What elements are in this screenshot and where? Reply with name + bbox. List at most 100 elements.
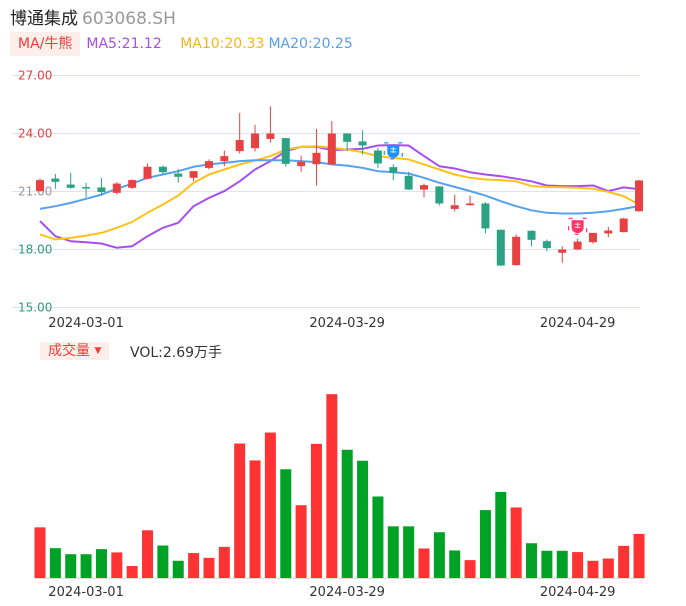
volume-bar: [602, 558, 614, 578]
candle: [204, 159, 213, 170]
candle-body: [466, 203, 475, 206]
ma20-legend: MA20:20.25: [268, 36, 353, 52]
volume-bar: [541, 550, 553, 578]
candle: [527, 230, 536, 247]
candle: [450, 194, 459, 212]
stock-name: 博通集成: [10, 9, 78, 29]
volume-bar: [188, 553, 200, 578]
x-tick-label: 2024-03-01: [48, 316, 124, 331]
candle: [619, 217, 628, 233]
candle-body: [189, 171, 198, 178]
stock-code: 603068.SH: [82, 9, 176, 29]
candle: [327, 121, 336, 165]
candle-body: [51, 178, 60, 182]
candle: [389, 164, 398, 181]
candle-body: [542, 241, 551, 249]
candle-body: [588, 232, 597, 243]
y-tick-label: 21.00: [18, 185, 52, 199]
candle: [51, 173, 60, 189]
candle: [420, 183, 428, 198]
candle: [512, 234, 521, 266]
volume-bar: [479, 510, 491, 578]
candle: [297, 155, 306, 172]
volume-bar: [418, 548, 430, 578]
marker-glyph: [574, 222, 581, 229]
volume-bar: [387, 526, 399, 578]
candle-body: [82, 187, 91, 189]
candle: [635, 179, 644, 212]
bull-marker-icon: [567, 217, 588, 235]
volume-bar: [65, 554, 77, 578]
x-tick-label: 2024-03-01: [48, 585, 124, 600]
candle-body: [435, 186, 444, 204]
volume-bar: [95, 549, 107, 578]
ma10-legend: MA10:20.33: [180, 36, 265, 52]
y-tick-label: 24.00: [18, 127, 52, 141]
candle: [82, 182, 91, 198]
candle-body: [327, 133, 336, 165]
volume-bar: [495, 491, 507, 578]
candle-body: [619, 218, 628, 233]
candle-body: [112, 183, 121, 193]
candle-body: [343, 133, 352, 142]
volume-bar: [80, 554, 92, 578]
candle-body: [251, 133, 260, 149]
candle: [251, 124, 260, 152]
indicator-selector-button[interactable]: MA/牛熊: [10, 32, 81, 56]
volume-bar: [433, 532, 445, 578]
candle-body: [204, 161, 213, 168]
volume-bar: [111, 552, 123, 578]
volume-bar: [157, 545, 169, 578]
candle: [112, 182, 121, 195]
candle-body: [174, 173, 183, 177]
ma20-line: [39, 159, 640, 215]
candle: [158, 165, 167, 175]
volume-bar: [618, 545, 630, 578]
candle: [36, 178, 44, 192]
candle-body: [373, 150, 382, 164]
candle: [343, 133, 352, 152]
candle-body: [297, 161, 306, 167]
candle-body: [527, 230, 536, 240]
candle-body: [404, 175, 413, 190]
candle-body: [558, 249, 567, 253]
marker-frame: [567, 217, 588, 235]
candle: [97, 177, 106, 196]
candle: [312, 128, 321, 186]
candle: [558, 246, 567, 263]
candle: [66, 172, 75, 189]
candle-body: [128, 180, 137, 188]
volume-selector-button[interactable]: 成交量 ▼: [40, 342, 110, 360]
x-tick-label: 2024-04-29: [540, 585, 616, 600]
candle-body: [450, 205, 459, 209]
ma5-legend: MA5:21.12: [86, 36, 162, 52]
x-tick-label: 2024-03-29: [309, 316, 385, 331]
candle: [404, 171, 413, 190]
candle: [235, 112, 244, 154]
ma-legend: MA/牛熊 MA5:21.12 MA10:20.33 MA20:20.25: [10, 32, 357, 56]
candle-body: [143, 166, 152, 179]
candle-body: [604, 230, 613, 234]
candle-body: [496, 229, 505, 266]
candle-body: [281, 138, 290, 164]
marker-frame: [383, 142, 403, 160]
x-tick-label: 2024-04-29: [540, 316, 616, 331]
y-tick-label: 15.00: [18, 301, 52, 315]
candle-body: [573, 241, 582, 250]
volume-bar: [142, 530, 154, 578]
candle-body: [420, 185, 428, 190]
candle-body: [158, 166, 167, 173]
candle: [604, 227, 613, 238]
volume-bar: [310, 443, 322, 578]
volume-bar: [633, 533, 645, 578]
candle: [373, 147, 382, 168]
candle: [573, 238, 582, 250]
volume-bar: [556, 550, 568, 578]
candle: [588, 232, 597, 244]
candle-body: [97, 187, 106, 193]
candle: [189, 170, 198, 182]
candle-body: [235, 140, 244, 152]
x-tick-label: 2024-03-29: [309, 585, 385, 600]
candle-body: [481, 203, 490, 229]
